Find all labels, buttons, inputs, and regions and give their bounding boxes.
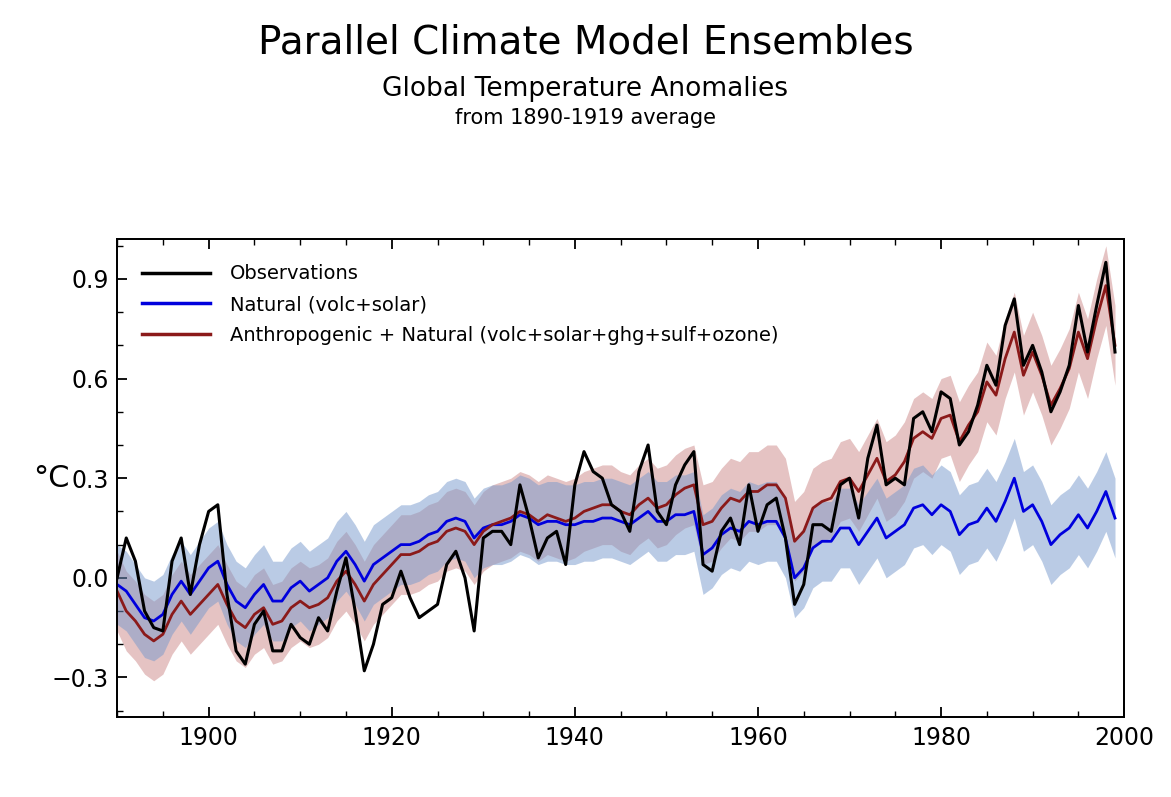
Y-axis label: °C: °C (34, 464, 70, 493)
Text: Global Temperature Anomalies: Global Temperature Anomalies (383, 76, 788, 102)
Text: from 1890-1919 average: from 1890-1919 average (456, 108, 715, 128)
Legend: Observations, Natural (volc+solar), Anthropogenic + Natural (volc+solar+ghg+sulf: Observations, Natural (volc+solar), Anth… (126, 249, 794, 360)
Text: Parallel Climate Model Ensembles: Parallel Climate Model Ensembles (258, 24, 913, 62)
